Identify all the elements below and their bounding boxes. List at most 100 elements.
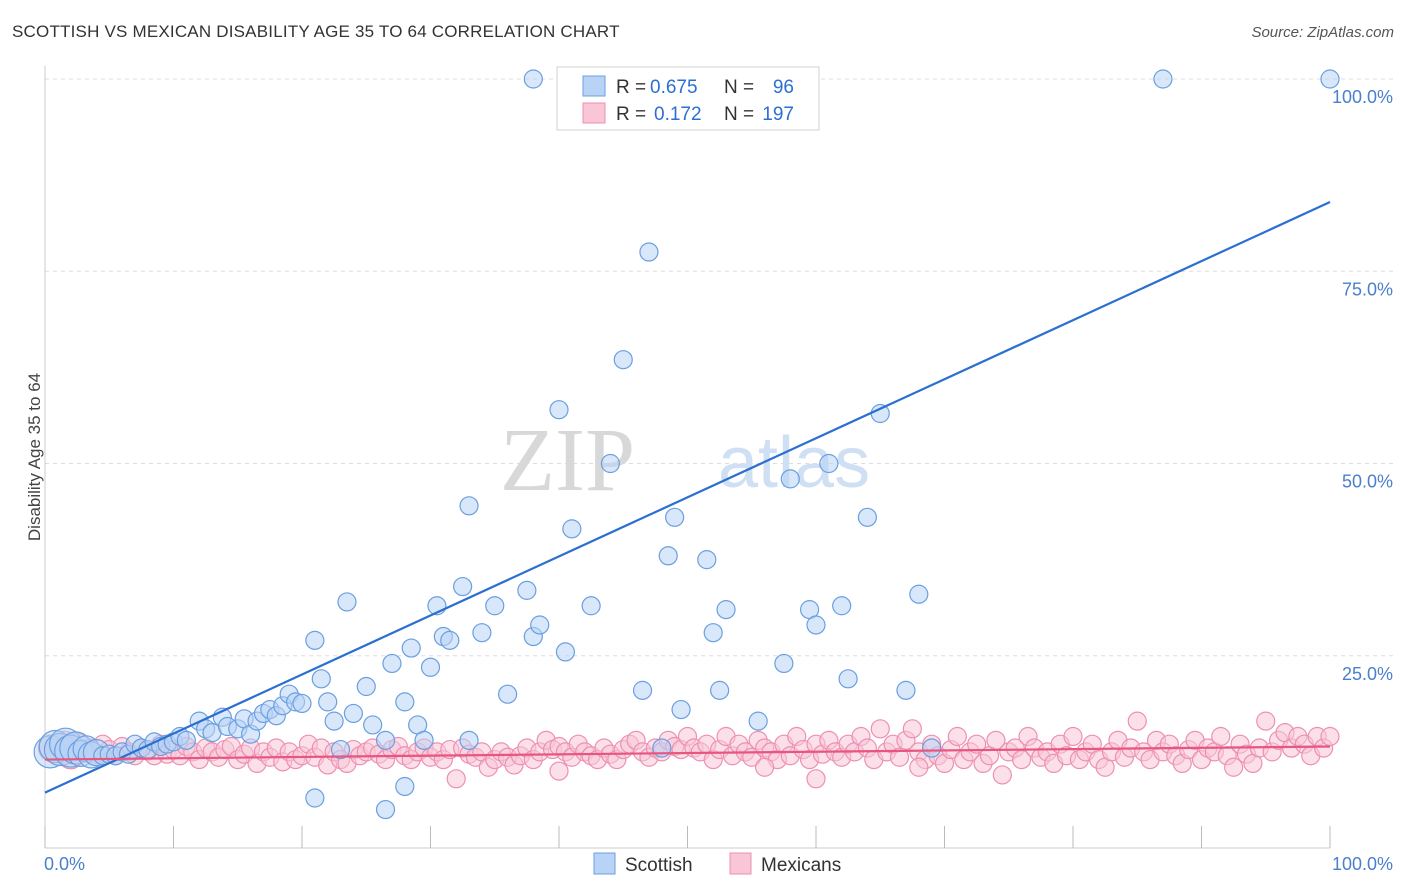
scottish-point [472,623,492,643]
scottish-point [1320,69,1340,89]
mexicans-point [889,747,910,767]
bottom-legend: Scottish Mexicans [593,852,841,876]
mexicans-point [446,769,466,789]
scottish-point [292,693,312,714]
scottish-point [632,680,653,700]
scottish-point [318,692,338,712]
scottish-point [613,350,633,370]
scottish-point [555,642,576,662]
scottish-point [324,711,344,731]
scottish-point [832,596,852,616]
scottish-point [922,738,942,758]
bottom-legend-mexicans: Mexicans [761,855,841,876]
scottish-point [401,638,421,658]
scottish-r-label: R = [616,77,646,98]
scottish-n-label: N = [724,77,754,98]
scottish-point [819,453,839,474]
mexicans-swatch [582,102,606,124]
scottish-point [710,680,730,700]
scottish-point [581,596,601,616]
scottish-n-value: 96 [773,77,794,98]
mexicans-point [1224,757,1244,777]
scottish-point [356,676,376,697]
y-axis-label: Disability Age 35 to 64 [25,373,44,541]
scottish-point [330,739,351,760]
mexicans-point [992,765,1012,785]
mexicans-points [37,711,1340,789]
gridlines [45,78,1393,657]
scottish-point [716,600,736,620]
mexicans-point [902,719,922,739]
scottish-point [1153,69,1173,89]
y-tick-labels: 25.0% 50.0% 75.0% 100.0% [1332,87,1393,684]
mexicans-r-value: 0.172 [654,104,702,125]
scottish-point [305,788,325,808]
scottish-point [806,615,826,635]
scottish-point [658,546,678,566]
mexicans-trend-line [44,745,1331,761]
scottish-point [395,692,415,712]
source-label: Source: ZipAtlas.com [1251,24,1394,41]
scottish-point [305,630,325,650]
watermark-atlas: atlas [718,423,870,503]
scottish-point [517,580,537,600]
scottish-point [748,711,768,731]
mexicans-point [947,726,967,747]
scottish-point [857,507,878,527]
scottish-point [459,730,479,750]
scottish-point [600,453,621,474]
scottish-point [530,615,550,635]
mexicans-point [1320,726,1340,747]
mexicans-point [1127,711,1147,731]
scottish-point [498,684,518,704]
scottish-trend-line [44,201,1331,794]
scottish-point [549,400,569,420]
stats-legend: R = 0.675 N = 96 R = 0.172 N = 197 [556,66,820,131]
scottish-point [420,657,441,677]
scottish-point [343,703,363,724]
scottish-point [671,699,691,720]
scottish-point [523,69,543,89]
mexicans-point [806,769,826,789]
bottom-legend-scottish-swatch [593,852,616,875]
bottom-legend-mexicans-swatch [729,852,752,875]
scottish-point [375,730,396,750]
x-tick-label-max: 100.0% [1332,854,1393,874]
scottish-point [639,242,659,262]
scottish-point [896,680,916,700]
mexicans-n-label: N = [724,104,754,125]
scottish-point [665,507,685,527]
scottish-point [780,469,800,489]
trend-lines [44,201,1331,794]
scottish-point [909,584,929,604]
scottish-points [33,69,1340,820]
mexicans-point [967,734,987,754]
scottish-point [375,799,396,820]
scottish-point [337,592,357,612]
scottish-point [176,730,196,750]
scottish-point [870,403,890,424]
scottish-point [453,576,473,597]
mexicans-point [1211,726,1231,747]
scottish-point [311,669,331,689]
scottish-point [697,550,717,570]
mexicans-r-label: R = [616,104,646,125]
y-tick-label: 25.0% [1342,664,1393,684]
scottish-point [774,653,794,674]
x-tick-label-min: 0.0% [44,854,85,874]
watermark: ZIP atlas [500,411,870,510]
mexicans-n-value: 197 [762,104,794,125]
y-tick-label: 100.0% [1332,87,1393,107]
scottish-swatch [582,75,606,97]
scottish-r-value: 0.675 [650,77,698,98]
mexicans-point [870,719,890,739]
mexicans-point [754,757,775,777]
mexicans-point [1063,726,1083,747]
scottish-point [485,596,505,616]
scottish-point [363,715,383,735]
scottish-point [395,776,415,797]
scottish-point [703,623,723,643]
bottom-legend-scottish: Scottish [625,855,693,876]
chart-title: SCOTTISH VS MEXICAN DISABILITY AGE 35 TO… [12,22,620,41]
